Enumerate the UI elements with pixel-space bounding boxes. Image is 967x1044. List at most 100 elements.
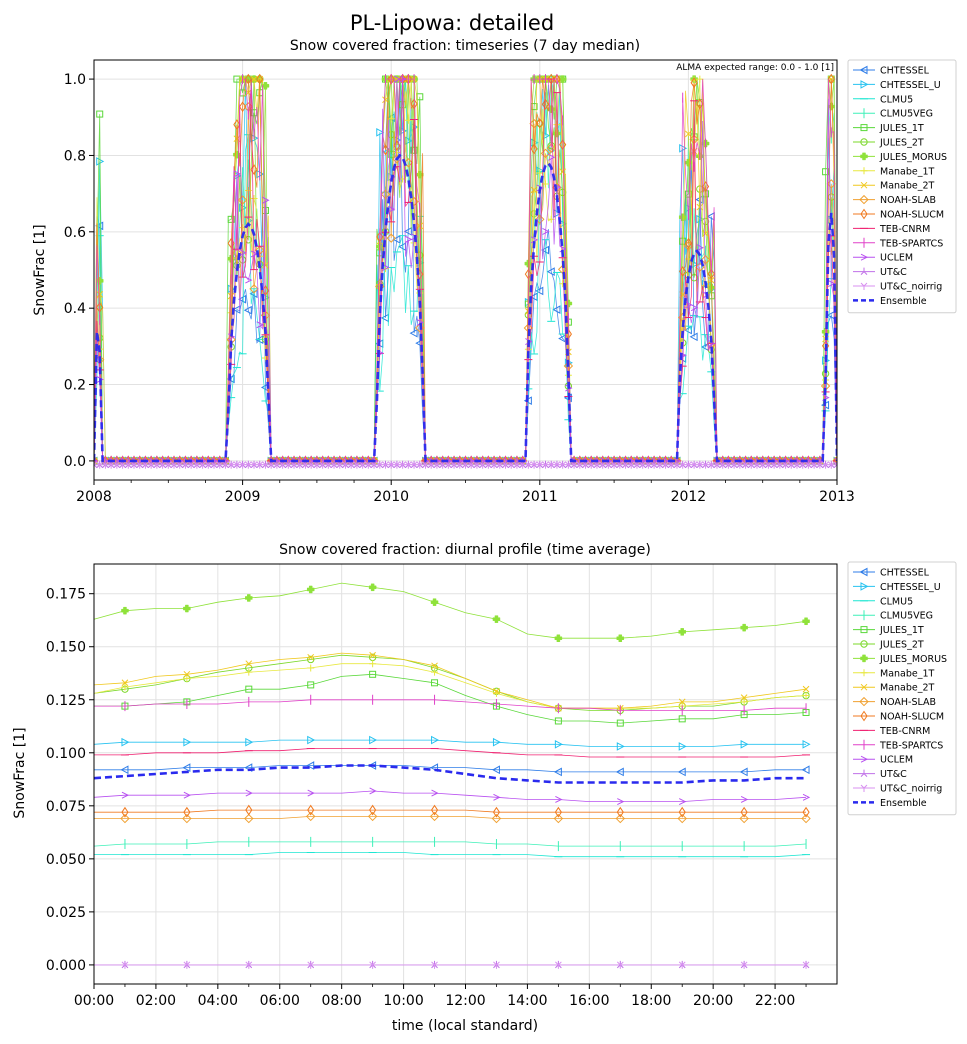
diurnal-legend-marker-noah-slucm [860, 710, 868, 722]
timeseries-point-noah-slab [546, 143, 556, 153]
diurnal-point-noah-slucm [678, 806, 686, 818]
diurnal-point-utandc-noirrig [740, 961, 748, 969]
timeseries-point-utandc-noirrig [307, 461, 315, 469]
diurnal-point-manabe-2t [431, 662, 438, 670]
diurnal-point-noah-slucm [616, 806, 624, 818]
timeseries-point-uclem [805, 457, 813, 465]
diurnal-point-manabe-1t [121, 683, 129, 691]
timeseries-point-utandc-noirrig [519, 461, 527, 469]
diurnal-point-jules-1t [245, 685, 253, 693]
diurnal-point-manabe-2t [369, 651, 376, 659]
diurnal-point-manabe-1t [740, 698, 748, 706]
diurnal-point-jules-1t [554, 717, 562, 725]
timeseries-xtick-label: 2008 [76, 489, 112, 505]
diurnal-xtick-label: 18:00 [631, 993, 671, 1009]
timeseries-point-utandc-noirrig [525, 461, 532, 469]
timeseries-point-utandc-noirrig [485, 461, 492, 469]
timeseries-point-uclem [690, 304, 699, 312]
timeseries-point-uclem [130, 457, 139, 465]
diurnal-point-utandc-noirrig [183, 961, 191, 969]
timeseries-point-utandc-noirrig [387, 461, 395, 469]
timeseries-point-utandc-noirrig [204, 461, 212, 469]
timeseries-point-utandc-noirrig [107, 461, 115, 469]
timeseries-point-utandc-noirrig [559, 461, 567, 469]
timeseries-point-uclem [96, 376, 104, 383]
timeseries-xtick-label: 2010 [373, 489, 409, 505]
timeseries-point-utandc-noirrig [707, 461, 715, 469]
timeseries-point-utandc-noirrig [776, 461, 784, 469]
timeseries-point-utandc-noirrig [502, 461, 509, 469]
timeseries-point-utandc-noirrig [427, 461, 435, 469]
timeseries-point-utandc-noirrig [685, 461, 692, 469]
timeseries-point-utandc-noirrig [576, 461, 584, 469]
diurnal-point-utandc-noirrig [678, 961, 686, 969]
timeseries-point-jules-1t [410, 146, 418, 154]
diurnal-legend-label-utandc-noirrig: UT&C_noirrig [880, 784, 942, 795]
timeseries-point-noah-slab [232, 247, 242, 258]
timeseries-point-uclem [239, 249, 247, 257]
timeseries-point-chtessel [392, 235, 401, 244]
timeseries-point-utandc-noirrig [364, 461, 372, 469]
diurnal-point-jules-1t [678, 715, 686, 723]
diurnal-legend-label-teb-spartcs: TEB-SPARTCS [879, 740, 943, 751]
timeseries-legend-label-teb-spartcs: TEB-SPARTCS [879, 238, 943, 249]
diurnal-point-noah-slab [429, 811, 440, 822]
timeseries-line-jules-2t [94, 79, 837, 462]
timeseries-point-utandc-noirrig [382, 461, 389, 469]
timeseries-point-uclem [94, 458, 99, 463]
timeseries-point-noah-slucm [524, 268, 532, 280]
timeseries-legend-label-clmu5: CLMU5 [880, 94, 913, 105]
timeseries-line-clmu5 [94, 134, 837, 462]
timeseries-point-noah-slab [249, 284, 259, 294]
timeseries-point-manabe-2t [96, 291, 104, 298]
diurnal-xtick-label: 08:00 [321, 993, 361, 1009]
timeseries-point-utandc-noirrig [490, 461, 498, 469]
timeseries-point-uclem [445, 457, 453, 465]
diurnal-point-jules-1t [431, 679, 439, 687]
diurnal-point-jules-morus [802, 617, 810, 626]
timeseries-point-noah-slucm [410, 98, 418, 110]
diurnal-legend-marker-chtessel [859, 567, 868, 577]
diurnal-point-manabe-1t [802, 692, 810, 700]
diurnal-line-manabe-1t [93, 663, 807, 709]
timeseries-point-manabe-1t [553, 121, 561, 129]
timeseries-line-ensemble [94, 153, 837, 463]
figure-title: PL-Lipowa: detailed [350, 11, 554, 35]
timeseries-point-utandc-noirrig [439, 461, 446, 469]
diurnal-legend-label-noah-slucm: NOAH-SLUCM [880, 712, 944, 723]
diurnal-line-chtessel [94, 765, 806, 773]
diurnal-point-utandc-noirrig [616, 961, 624, 969]
diurnal-point-jules-morus [678, 628, 686, 636]
diurnal-line-teb-spartcs [94, 699, 806, 711]
diurnal-legend-label-utandc: UT&C [880, 769, 907, 780]
timeseries-legend-label-jules-morus: JULES_MORUS [879, 152, 947, 163]
timeseries-point-manabe-1t [404, 116, 412, 124]
diurnal-xtick-label: 00:00 [74, 993, 114, 1009]
diurnal-point-noah-slucm [554, 806, 562, 818]
diurnal-line-noah-slab [94, 816, 806, 819]
timeseries-point-noah-slab [386, 233, 396, 243]
timeseries-point-utandc-noirrig [159, 461, 166, 469]
diurnal-point-noah-slucm [802, 806, 810, 818]
timeseries-point-noah-slab [700, 255, 711, 265]
diurnal-legend-label-clmu5veg: CLMU5VEG [880, 611, 933, 622]
diurnal-point-chtessel-u [431, 735, 440, 745]
diurnal-ytick-label: 0.025 [46, 905, 86, 921]
timeseries-point-noah-slucm [833, 455, 837, 467]
timeseries-point-noah-slab [237, 195, 248, 205]
timeseries-point-uclem [696, 244, 704, 252]
timeseries-point-utandc-noirrig [422, 461, 429, 469]
timeseries-point-utandc-noirrig [713, 461, 721, 469]
timeseries-point-uclem [782, 457, 790, 465]
timeseries-point-utandc-noirrig [822, 461, 829, 469]
diurnal-xlabel: time (local standard) [392, 1018, 538, 1034]
diurnal-ytick-label: 0.050 [46, 852, 86, 868]
timeseries-point-utandc-noirrig [616, 461, 624, 469]
timeseries-legend-marker-manabe-2t [860, 181, 868, 189]
diurnal-ytick-label: 0.125 [46, 693, 86, 709]
diurnal-point-chtessel-u [678, 742, 687, 751]
timeseries-range-annotation: ALMA expected range: 0.0 - 1.0 [1] [676, 63, 834, 73]
timeseries-point-uclem [210, 457, 219, 465]
timeseries-point-jules-1t [684, 190, 692, 198]
timeseries-point-utandc-noirrig [176, 461, 184, 469]
